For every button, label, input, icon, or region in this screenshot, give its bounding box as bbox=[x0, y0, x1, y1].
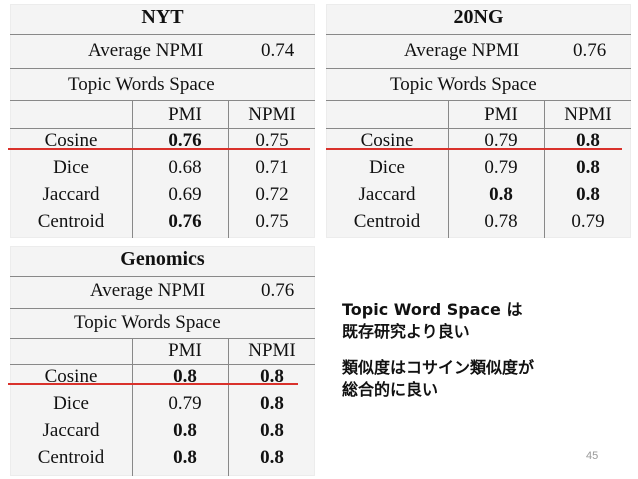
row-name: Cosine bbox=[360, 130, 414, 151]
space-label: Topic Words Space bbox=[68, 74, 215, 95]
npmi-value: 0.8 bbox=[576, 157, 600, 178]
row-name: Jaccard bbox=[42, 420, 100, 441]
pmi-value: 0.8 bbox=[173, 420, 197, 441]
note-line-4: 総合的に良い bbox=[342, 380, 439, 399]
col-npmi-header: NPMI bbox=[248, 104, 296, 125]
pmi-value: 0.69 bbox=[168, 184, 202, 205]
average-npmi-value: 0.76 bbox=[261, 280, 295, 301]
col-pmi-header: PMI bbox=[484, 104, 518, 125]
npmi-value: 0.8 bbox=[576, 184, 600, 205]
table-nyt: NYT Average NPMI 0.74 Topic Words Space … bbox=[10, 4, 315, 238]
cosine-underline bbox=[8, 383, 298, 385]
npmi-value: 0.72 bbox=[255, 184, 289, 205]
table-title: 20NG bbox=[453, 6, 504, 28]
row-name: Dice bbox=[53, 393, 89, 414]
npmi-value: 0.8 bbox=[576, 130, 600, 151]
page-number: 45 bbox=[586, 450, 599, 462]
col-npmi-header: NPMI bbox=[248, 340, 296, 361]
pmi-value: 0.76 bbox=[168, 211, 202, 232]
row-name: Centroid bbox=[37, 447, 105, 468]
cosine-underline bbox=[8, 148, 310, 150]
note-line-3: 類似度はコサイン類似度が bbox=[342, 358, 535, 377]
table-title: Genomics bbox=[120, 248, 205, 270]
npmi-value: 0.8 bbox=[260, 366, 284, 387]
pmi-value: 0.76 bbox=[168, 130, 202, 151]
pmi-value: 0.79 bbox=[484, 130, 518, 151]
npmi-value: 0.8 bbox=[260, 420, 284, 441]
col-npmi-header: NPMI bbox=[564, 104, 612, 125]
npmi-value: 0.8 bbox=[260, 447, 284, 468]
row-name: Dice bbox=[53, 157, 89, 178]
space-label: Topic Words Space bbox=[74, 312, 221, 333]
npmi-value: 0.75 bbox=[255, 130, 289, 151]
npmi-value: 0.79 bbox=[571, 211, 605, 232]
pmi-value: 0.8 bbox=[173, 447, 197, 468]
average-npmi-value: 0.74 bbox=[261, 40, 295, 61]
pmi-value: 0.79 bbox=[484, 157, 518, 178]
row-name: Cosine bbox=[44, 366, 98, 387]
col-pmi-header: PMI bbox=[168, 340, 202, 361]
table-genomics: Genomics Average NPMI 0.76 Topic Words S… bbox=[10, 246, 315, 476]
npmi-value: 0.75 bbox=[255, 211, 289, 232]
row-name: Jaccard bbox=[42, 184, 100, 205]
row-name: Centroid bbox=[37, 211, 105, 232]
npmi-value: 0.71 bbox=[255, 157, 289, 178]
cosine-underline bbox=[326, 148, 622, 150]
row-name: Cosine bbox=[44, 130, 98, 151]
npmi-value: 0.8 bbox=[260, 393, 284, 414]
note-line-1: Topic Word Space は bbox=[342, 300, 523, 319]
average-npmi-label: Average NPMI bbox=[404, 40, 520, 61]
pmi-value: 0.8 bbox=[489, 184, 513, 205]
col-pmi-header: PMI bbox=[168, 104, 202, 125]
table-20ng: 20NG Average NPMI 0.76 Topic Words Space… bbox=[326, 4, 631, 238]
row-name: Centroid bbox=[353, 211, 421, 232]
row-name: Jaccard bbox=[358, 184, 416, 205]
average-npmi-label: Average NPMI bbox=[90, 280, 206, 301]
pmi-value: 0.68 bbox=[168, 157, 202, 178]
space-label: Topic Words Space bbox=[390, 74, 537, 95]
pmi-value: 0.79 bbox=[168, 393, 202, 414]
average-npmi-value: 0.76 bbox=[573, 40, 607, 61]
note-line-2: 既存研究より良い bbox=[342, 322, 470, 341]
row-name: Dice bbox=[369, 157, 405, 178]
pmi-value: 0.8 bbox=[173, 366, 197, 387]
average-npmi-label: Average NPMI bbox=[88, 40, 204, 61]
pmi-value: 0.78 bbox=[484, 211, 518, 232]
table-title: NYT bbox=[141, 6, 184, 28]
